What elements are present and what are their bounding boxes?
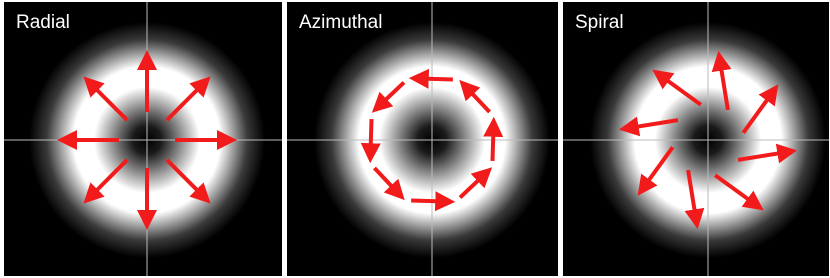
polarization-arrow	[411, 200, 449, 201]
figure: Radial Azimuthal Spiral (() => { const d…	[0, 0, 830, 278]
panel-title: Azimuthal	[299, 12, 382, 34]
beam	[4, 2, 282, 276]
panel: Spiral	[563, 2, 829, 276]
polarization-arrow	[370, 119, 371, 157]
panel: Azimuthal	[287, 2, 558, 276]
panel: Radial	[4, 2, 282, 276]
panel-title: Radial	[16, 12, 70, 34]
beam	[563, 2, 829, 276]
panel-title: Spiral	[575, 12, 624, 34]
polarization-arrow	[415, 78, 453, 79]
polarization-arrow	[492, 123, 493, 161]
beam	[287, 2, 558, 276]
